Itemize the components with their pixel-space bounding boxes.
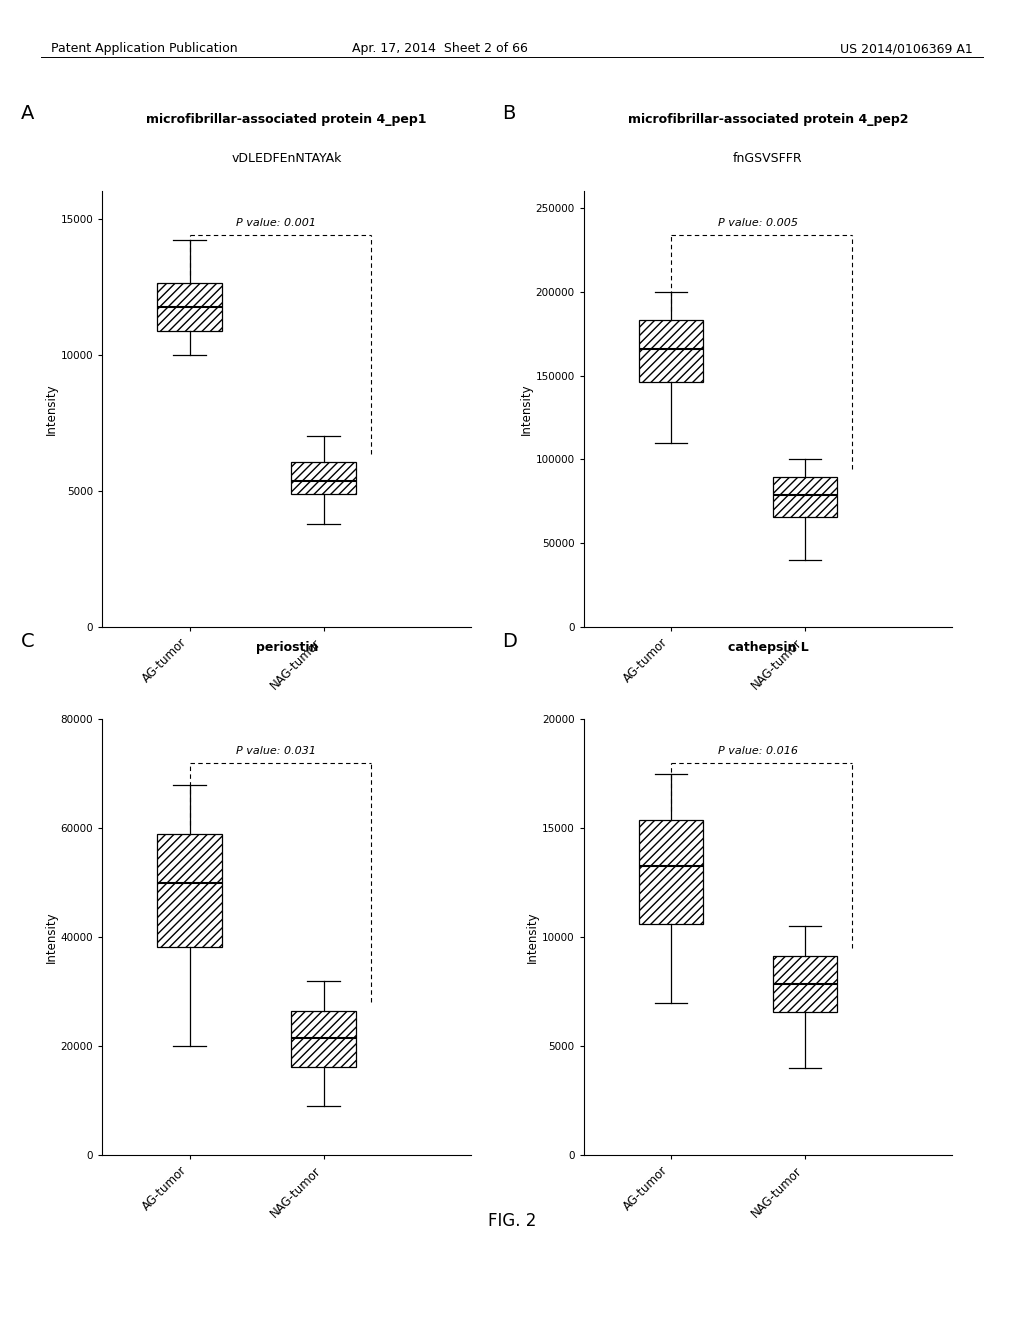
PathPatch shape <box>292 1011 355 1067</box>
PathPatch shape <box>158 284 222 331</box>
Text: P value: 0.016: P value: 0.016 <box>718 746 798 756</box>
Text: P value: 0.001: P value: 0.001 <box>237 218 316 228</box>
Text: B: B <box>503 104 516 123</box>
Text: D: D <box>503 632 517 651</box>
Y-axis label: Intensity: Intensity <box>519 383 532 436</box>
Text: cathepsin L: cathepsin L <box>728 642 808 653</box>
Text: fnGSVSFFR: fnGSVSFFR <box>733 152 803 165</box>
PathPatch shape <box>292 462 355 494</box>
Text: vDLEDFEnNTAYAk: vDLEDFEnNTAYAk <box>231 152 342 165</box>
Text: P value: 0.005: P value: 0.005 <box>718 218 798 228</box>
Text: US 2014/0106369 A1: US 2014/0106369 A1 <box>840 42 973 55</box>
PathPatch shape <box>639 319 703 381</box>
Y-axis label: Intensity: Intensity <box>526 911 539 964</box>
Text: C: C <box>22 632 35 651</box>
Text: periostin: periostin <box>256 642 317 653</box>
PathPatch shape <box>158 834 222 946</box>
Text: microfibrillar-associated protein 4_pep2: microfibrillar-associated protein 4_pep2 <box>628 114 908 127</box>
PathPatch shape <box>639 820 703 924</box>
Text: Apr. 17, 2014  Sheet 2 of 66: Apr. 17, 2014 Sheet 2 of 66 <box>352 42 528 55</box>
PathPatch shape <box>773 478 837 517</box>
Text: A: A <box>22 104 35 123</box>
Text: P value: 0.031: P value: 0.031 <box>237 746 316 756</box>
Y-axis label: Intensity: Intensity <box>45 383 57 436</box>
PathPatch shape <box>773 956 837 1012</box>
Text: FIG. 2: FIG. 2 <box>487 1212 537 1230</box>
Text: Patent Application Publication: Patent Application Publication <box>51 42 238 55</box>
Y-axis label: Intensity: Intensity <box>45 911 58 964</box>
Text: microfibrillar-associated protein 4_pep1: microfibrillar-associated protein 4_pep1 <box>146 114 427 127</box>
